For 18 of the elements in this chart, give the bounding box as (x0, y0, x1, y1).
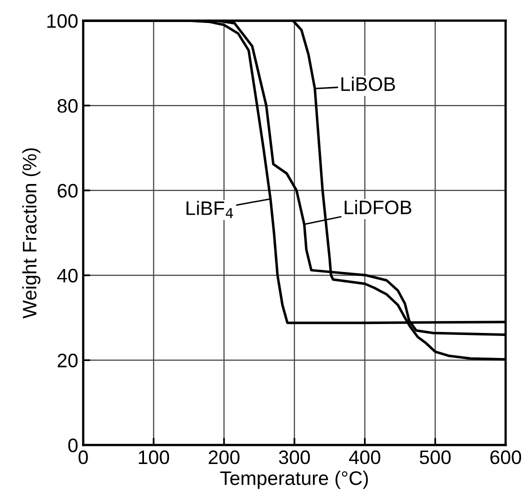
y-tick-label: 0 (68, 438, 78, 452)
x-tick-label: 200 (208, 450, 240, 464)
annotation: LiBF$_{4}$ (186, 200, 234, 218)
annotation: LiBOB (341, 76, 395, 92)
annotation: LiDFOB (344, 200, 412, 214)
x-tick-label: 0 (78, 450, 88, 464)
y-tick-label: 100 (47, 14, 78, 28)
x-tick-label: 500 (420, 450, 451, 464)
x-tick-label: 400 (349, 450, 380, 464)
x-tick-label: 100 (138, 450, 170, 464)
x-tick-label: 300 (278, 450, 310, 464)
x-axis-title: Temperature (°C) (220, 470, 368, 489)
y-tick-label: 60 (58, 184, 78, 198)
y-tick-label: 80 (58, 99, 78, 113)
y-axis-title: Weight Fraction (%) (22, 148, 40, 318)
y-tick-label: 40 (57, 268, 78, 283)
x-tick-label: 600 (490, 450, 522, 464)
y-tick-label: 20 (58, 354, 78, 368)
